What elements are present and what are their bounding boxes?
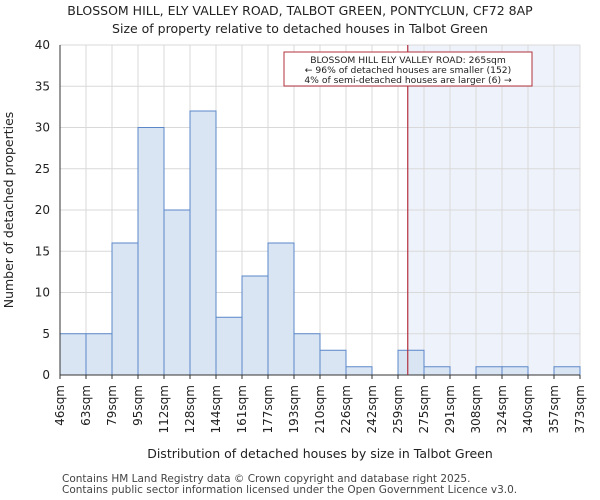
histogram-bar [475,366,503,376]
y-tick-label: 30 [35,121,50,135]
chart-title: BLOSSOM HILL, ELY VALLEY ROAD, TALBOT GR… [67,3,533,18]
y-tick-label: 20 [35,203,50,217]
x-tick-label: 63sqm [79,385,93,426]
histogram-bar [423,366,451,376]
x-tick-label: 161sqm [235,385,249,433]
histogram-bar [397,349,425,376]
histogram-bar [111,242,139,376]
histogram-bar [267,242,295,376]
x-tick-label: 259sqm [391,385,405,433]
histogram-bar [501,366,529,376]
x-tick-label: 210sqm [313,385,327,433]
histogram-bar [345,366,373,376]
y-tick-label: 25 [35,162,50,176]
y-axis-title: Number of detached properties [1,112,16,309]
chart-subtitle: Size of property relative to detached ho… [112,21,488,36]
y-tick-label: 35 [35,79,50,93]
x-tick-label: 308sqm [469,385,483,433]
annotation-box [283,51,533,87]
y-tick-label: 0 [42,368,50,382]
x-tick-label: 324sqm [495,385,509,433]
x-tick-label: 128sqm [183,385,197,433]
x-tick-label: 112sqm [157,385,171,433]
histogram-bar [215,316,243,376]
annotation-text: BLOSSOM HILL ELY VALLEY ROAD: 265sqm [310,55,506,66]
histogram-bar [189,110,217,376]
histogram-bar [553,366,581,376]
annotation-text: 4% of semi-detached houses are larger (6… [304,75,512,86]
x-tick-label: 95sqm [131,385,145,426]
x-tick-label: 144sqm [209,385,223,433]
x-axis-title: Distribution of detached houses by size … [147,446,493,461]
x-tick-label: 226sqm [339,385,353,433]
x-tick-label: 193sqm [287,385,301,433]
y-tick-label: 15 [35,244,50,258]
x-tick-label: 340sqm [521,385,535,433]
x-tick-label: 177sqm [261,385,275,433]
x-tick-label: 291sqm [443,385,457,433]
y-tick-label: 40 [35,38,50,52]
x-tick-label: 357sqm [547,385,561,433]
histogram-bar [319,349,347,376]
histogram-bar [137,127,165,376]
x-tick-label: 242sqm [365,385,379,433]
y-tick-label: 5 [42,327,50,341]
footer-licence: Contains public sector information licen… [62,484,518,496]
x-tick-label: 275sqm [417,385,431,433]
footer-copyright: Contains HM Land Registry data © Crown c… [62,473,471,485]
histogram-bar [293,333,321,376]
annotation-text: ← 96% of detached houses are smaller (15… [305,65,511,76]
histogram-bar [59,333,87,376]
y-tick-label: 10 [35,286,50,300]
histogram-bar [163,209,191,376]
histogram-bar [241,275,269,376]
x-tick-label: 79sqm [105,385,119,426]
x-tick-label: 46sqm [53,385,67,426]
histogram-bar [85,333,113,376]
x-tick-label: 373sqm [573,385,587,433]
